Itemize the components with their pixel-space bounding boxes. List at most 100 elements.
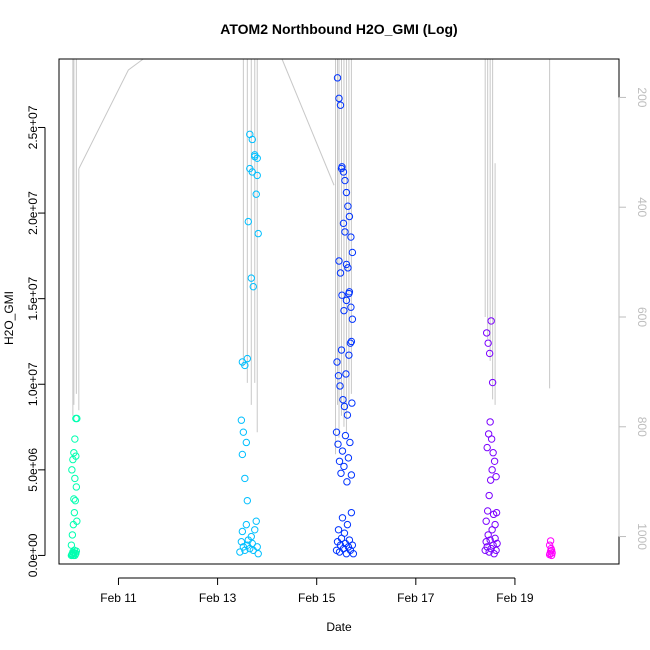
data-point bbox=[236, 548, 244, 556]
data-point bbox=[72, 483, 81, 491]
data-point bbox=[337, 346, 346, 354]
data-point bbox=[72, 452, 80, 460]
data-point bbox=[247, 274, 255, 282]
data-point bbox=[341, 176, 349, 185]
data-point bbox=[344, 454, 353, 462]
data-point bbox=[344, 202, 352, 210]
data-point bbox=[72, 547, 81, 555]
data-point bbox=[345, 289, 353, 298]
data-point bbox=[237, 416, 246, 424]
data-point bbox=[334, 526, 343, 534]
data-point bbox=[334, 440, 342, 448]
data-point bbox=[342, 296, 351, 305]
data-point bbox=[336, 382, 344, 390]
data-point bbox=[348, 248, 357, 257]
data-point bbox=[340, 306, 348, 315]
data-point bbox=[348, 315, 357, 323]
chart-title: ATOM2 Northbound H2O_GMI (Log) bbox=[220, 21, 457, 37]
y-tick-label: 1.5e+07 bbox=[26, 276, 40, 320]
x-tick-label: Feb 17 bbox=[397, 591, 435, 605]
data-point bbox=[251, 526, 259, 534]
y-tick-label: 2.0e+07 bbox=[26, 191, 40, 235]
data-point bbox=[348, 399, 356, 407]
data-point bbox=[248, 539, 256, 548]
data-point bbox=[491, 520, 499, 529]
data-point bbox=[342, 260, 351, 269]
data-point bbox=[67, 541, 76, 549]
y-axis-title: H2O_GMI bbox=[2, 291, 16, 345]
data-point bbox=[345, 351, 353, 359]
data-point bbox=[242, 520, 251, 529]
data-point bbox=[343, 520, 352, 529]
data-point bbox=[487, 317, 495, 325]
data-point bbox=[492, 546, 500, 555]
data-point bbox=[73, 517, 81, 525]
data-point bbox=[486, 418, 494, 426]
data-point bbox=[334, 371, 343, 380]
y-tick-label: 0.0e+00 bbox=[26, 533, 40, 577]
data-point bbox=[485, 349, 494, 358]
data-point bbox=[488, 378, 497, 387]
data-point bbox=[73, 414, 81, 423]
data-point bbox=[482, 517, 490, 525]
data-point bbox=[338, 447, 347, 455]
data-point bbox=[243, 496, 252, 505]
y-axis: 0.0e+00 5.0e+06 1.0e+07 1.5e+07 2.0e+07 2.5e+… bbox=[26, 105, 46, 577]
x-tick-label: Feb 13 bbox=[199, 591, 237, 605]
data-point bbox=[487, 435, 496, 443]
data-point bbox=[341, 431, 350, 440]
data-point bbox=[346, 339, 355, 347]
data-point bbox=[339, 395, 347, 404]
data-point bbox=[253, 171, 261, 180]
data-point bbox=[347, 471, 356, 479]
transit-line bbox=[281, 58, 335, 186]
data-point bbox=[482, 329, 491, 337]
y-tick-label: 5.0e+06 bbox=[26, 448, 40, 492]
data-point bbox=[484, 339, 492, 347]
data-point bbox=[490, 457, 499, 465]
data-point bbox=[252, 190, 260, 198]
data-point bbox=[337, 164, 346, 173]
data-point bbox=[244, 217, 253, 226]
data-point bbox=[68, 531, 77, 539]
data-point bbox=[485, 491, 493, 500]
data-points bbox=[67, 74, 556, 560]
data-point bbox=[241, 474, 249, 483]
data-point bbox=[338, 514, 347, 522]
data-point bbox=[335, 457, 344, 465]
x-axis: Feb 11 Feb 13 Feb 15 Feb 17 Feb 19 bbox=[100, 577, 534, 605]
transit-line bbox=[78, 58, 144, 170]
data-point bbox=[342, 550, 351, 558]
data-point bbox=[340, 462, 348, 471]
data-point bbox=[486, 476, 495, 484]
data-point bbox=[335, 94, 343, 103]
data-point bbox=[545, 541, 554, 549]
x-tick-label: Feb 19 bbox=[496, 591, 534, 605]
data-point bbox=[347, 303, 355, 311]
y-tick-label: 1.0e+07 bbox=[26, 362, 40, 406]
data-point bbox=[483, 507, 492, 515]
data-point bbox=[248, 135, 256, 144]
data-point bbox=[343, 411, 352, 419]
data-point bbox=[241, 361, 249, 370]
data-point bbox=[484, 531, 492, 539]
data-point bbox=[492, 508, 501, 517]
data-point bbox=[249, 282, 257, 291]
data-point bbox=[238, 450, 247, 459]
data-point bbox=[482, 538, 490, 546]
x-tick-label: Feb 15 bbox=[298, 591, 336, 605]
pressure-tick-label: 400 bbox=[635, 197, 649, 217]
data-point bbox=[493, 539, 501, 548]
data-point bbox=[548, 549, 556, 557]
data-point bbox=[340, 402, 349, 411]
data-point bbox=[254, 229, 262, 238]
data-point bbox=[347, 337, 356, 346]
data-point bbox=[492, 472, 500, 481]
data-point bbox=[349, 550, 358, 558]
data-point bbox=[68, 466, 76, 474]
data-point bbox=[336, 101, 345, 109]
data-point bbox=[336, 269, 345, 277]
data-point bbox=[347, 508, 356, 517]
data-point bbox=[70, 508, 79, 517]
data-point bbox=[547, 546, 556, 555]
